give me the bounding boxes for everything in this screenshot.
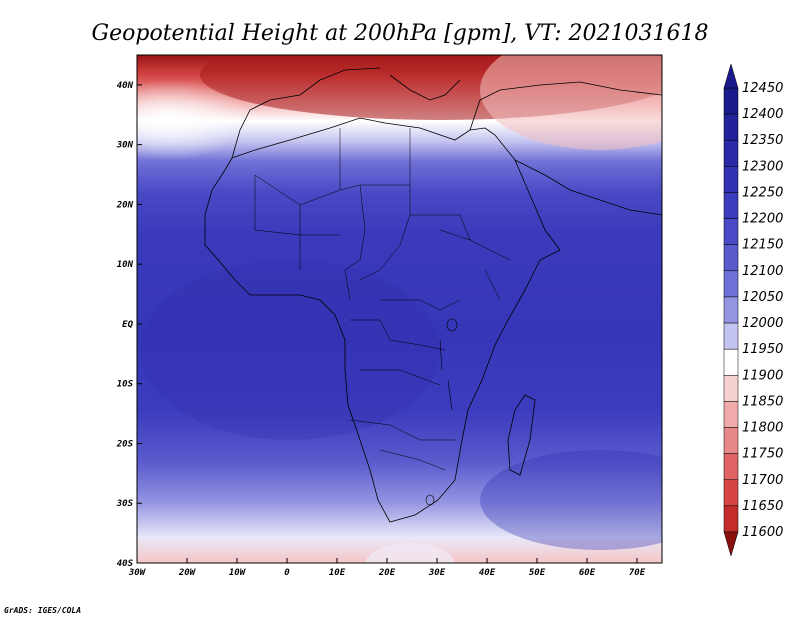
colorbar-label: 12400 bbox=[742, 107, 783, 122]
colorbar-label: 11950 bbox=[742, 342, 783, 357]
lon-tick-label: 30W bbox=[128, 568, 147, 578]
colorbar-swatch bbox=[723, 505, 739, 533]
country-borders bbox=[254, 128, 511, 471]
lat-tick-label: 20N bbox=[116, 200, 134, 210]
colorbar-swatch bbox=[723, 87, 739, 115]
lat-tick-label: 30S bbox=[116, 499, 134, 509]
lat-tick-label: 40S bbox=[117, 559, 134, 569]
colorbar-label: 11850 bbox=[742, 394, 783, 409]
colorbar-swatch bbox=[723, 427, 739, 454]
lon-tick-label: 20W bbox=[178, 568, 197, 578]
lakes bbox=[425, 318, 458, 506]
colorbar-swatch bbox=[723, 139, 739, 167]
lat-tick-label: 10N bbox=[117, 260, 134, 270]
colorbar-label: 11900 bbox=[742, 368, 783, 383]
lon-tick-label: 10W bbox=[229, 568, 247, 578]
colorbar-label: 12150 bbox=[742, 238, 783, 253]
colorbar-label: 11700 bbox=[742, 473, 783, 488]
lon-tick-label: 40E bbox=[479, 568, 496, 578]
colorbar-label: 12250 bbox=[742, 185, 783, 200]
colorbar-swatch bbox=[723, 322, 739, 350]
colorbar-label: 11750 bbox=[742, 447, 783, 462]
colorbar-swatch bbox=[723, 296, 739, 324]
colorbar-swatch bbox=[723, 479, 739, 507]
colorbar-label: 12000 bbox=[742, 316, 783, 331]
height-field bbox=[137, 55, 662, 563]
colorbar-label: 11800 bbox=[742, 421, 783, 436]
colorbar-swatch bbox=[723, 348, 739, 376]
colorbar-label: 11650 bbox=[742, 499, 783, 514]
colorbar-label: 12100 bbox=[742, 264, 783, 279]
colorbar-swatch bbox=[723, 270, 739, 298]
colorbar-swatch bbox=[723, 218, 739, 245]
colorbar-label: 11600 bbox=[742, 525, 783, 540]
colorbar-label: 12450 bbox=[742, 81, 783, 96]
lat-tick-label: 20S bbox=[116, 439, 134, 449]
colorbar-swatch bbox=[723, 453, 739, 481]
colorbar-swatch bbox=[723, 375, 739, 402]
colorbar-label: 12050 bbox=[742, 290, 783, 305]
colorbar-swatch bbox=[723, 166, 739, 193]
lon-tick-label: 60E bbox=[579, 568, 596, 578]
colorbar-swatch bbox=[723, 192, 739, 219]
lon-tick-label: 50E bbox=[529, 568, 546, 578]
longitude-axis: 30W 20W 10W 0 10E 20E 30E 40E 50E 60E 70E bbox=[128, 558, 646, 578]
colorbar-label: 12350 bbox=[742, 133, 783, 148]
colorbar-swatch bbox=[723, 113, 739, 141]
lon-tick-label: 0 bbox=[284, 568, 290, 578]
credit-label: GrADS: IGES/COLA bbox=[4, 606, 81, 615]
lon-tick-label: 20E bbox=[378, 568, 396, 578]
lat-tick-label: 40N bbox=[117, 81, 134, 91]
colorbar-swatch bbox=[723, 244, 739, 272]
colorbar-bottom-arrow bbox=[723, 531, 739, 557]
colorbar-top-arrow bbox=[723, 63, 739, 89]
lat-tick-label: 10S bbox=[117, 380, 134, 390]
lat-tick-label: 30N bbox=[116, 141, 134, 151]
colorbar-swatch bbox=[723, 401, 739, 428]
colorbar-label: 12200 bbox=[742, 212, 783, 227]
chart-title: Geopotential Height at 200hPa [gpm], VT:… bbox=[92, 21, 709, 46]
lon-tick-label: 30E bbox=[428, 568, 446, 578]
colorbar-label: 12300 bbox=[742, 159, 783, 174]
lon-tick-label: 70E bbox=[629, 568, 646, 578]
lon-tick-label: 10E bbox=[329, 568, 346, 578]
coastlines bbox=[204, 67, 662, 523]
latitude-axis: 40N 30N 20N 10N EQ 10S 20S 30S 40S bbox=[116, 81, 142, 569]
lat-tick-label: EQ bbox=[122, 320, 133, 330]
colorbar: 12450 12400 12350 12300 12250 12200 12150 12100… bbox=[723, 63, 783, 557]
plot-frame bbox=[136, 54, 663, 564]
